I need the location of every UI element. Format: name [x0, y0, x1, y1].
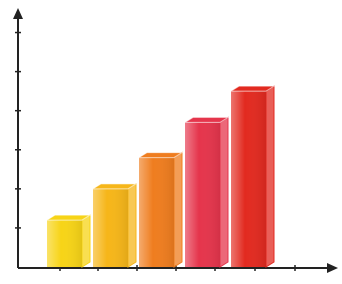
- bar-side: [220, 117, 228, 267]
- x-axis-arrow: [327, 263, 338, 273]
- bar-shine: [47, 220, 82, 267]
- page: (() => { const data = JSON.parse(documen…: [0, 0, 342, 284]
- bar-shine: [139, 158, 174, 267]
- bar-shine: [93, 189, 128, 267]
- bar-side: [174, 153, 182, 267]
- bar-side: [82, 215, 90, 267]
- bar-side: [266, 86, 274, 267]
- bar-top: [93, 184, 136, 189]
- bar-shine: [185, 122, 220, 267]
- bar-side: [128, 184, 136, 267]
- bars: [47, 86, 274, 267]
- bar-top: [139, 153, 182, 158]
- bar-top: [231, 86, 274, 91]
- bar-shine: [231, 91, 266, 267]
- chart: [0, 0, 342, 284]
- bar-top: [47, 215, 90, 220]
- bar-top: [185, 117, 228, 122]
- y-axis-arrow: [13, 8, 23, 19]
